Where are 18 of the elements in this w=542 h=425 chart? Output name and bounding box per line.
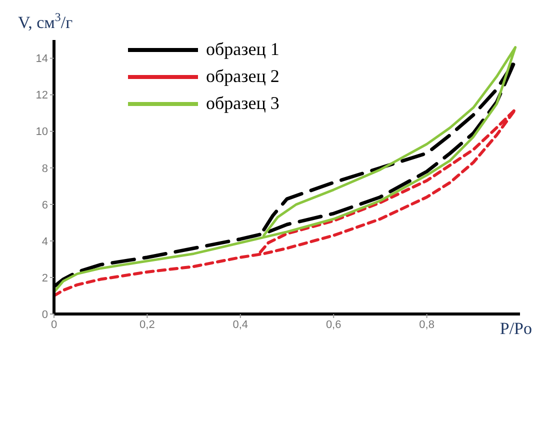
x-tick-label: 0,6 [326,318,342,331]
x-tick-label: 0,8 [419,318,434,331]
x-tick-label: 0,4 [232,318,248,331]
legend-label: образец 1 [206,38,280,61]
x-tick-label: 0 [50,318,58,331]
x-axis-title: P/Po [500,319,532,338]
legend-label: образец 3 [206,92,280,115]
y-tick-label: 4 [42,236,48,248]
x-tick-label: 0,2 [140,318,155,331]
y-axis-title: V, см$^{3}$/г [18,10,73,32]
legend-label: образец 2 [206,65,280,88]
y-tick-label: 12 [36,90,48,102]
y-tick-label: 10 [36,126,48,138]
y-tick-label: 14 [36,53,48,66]
y-tick-label: 2 [42,272,48,284]
y-tick-label: 0 [42,308,48,321]
y-tick-label: 6 [42,199,48,212]
y-tick-label: 8 [42,162,48,175]
